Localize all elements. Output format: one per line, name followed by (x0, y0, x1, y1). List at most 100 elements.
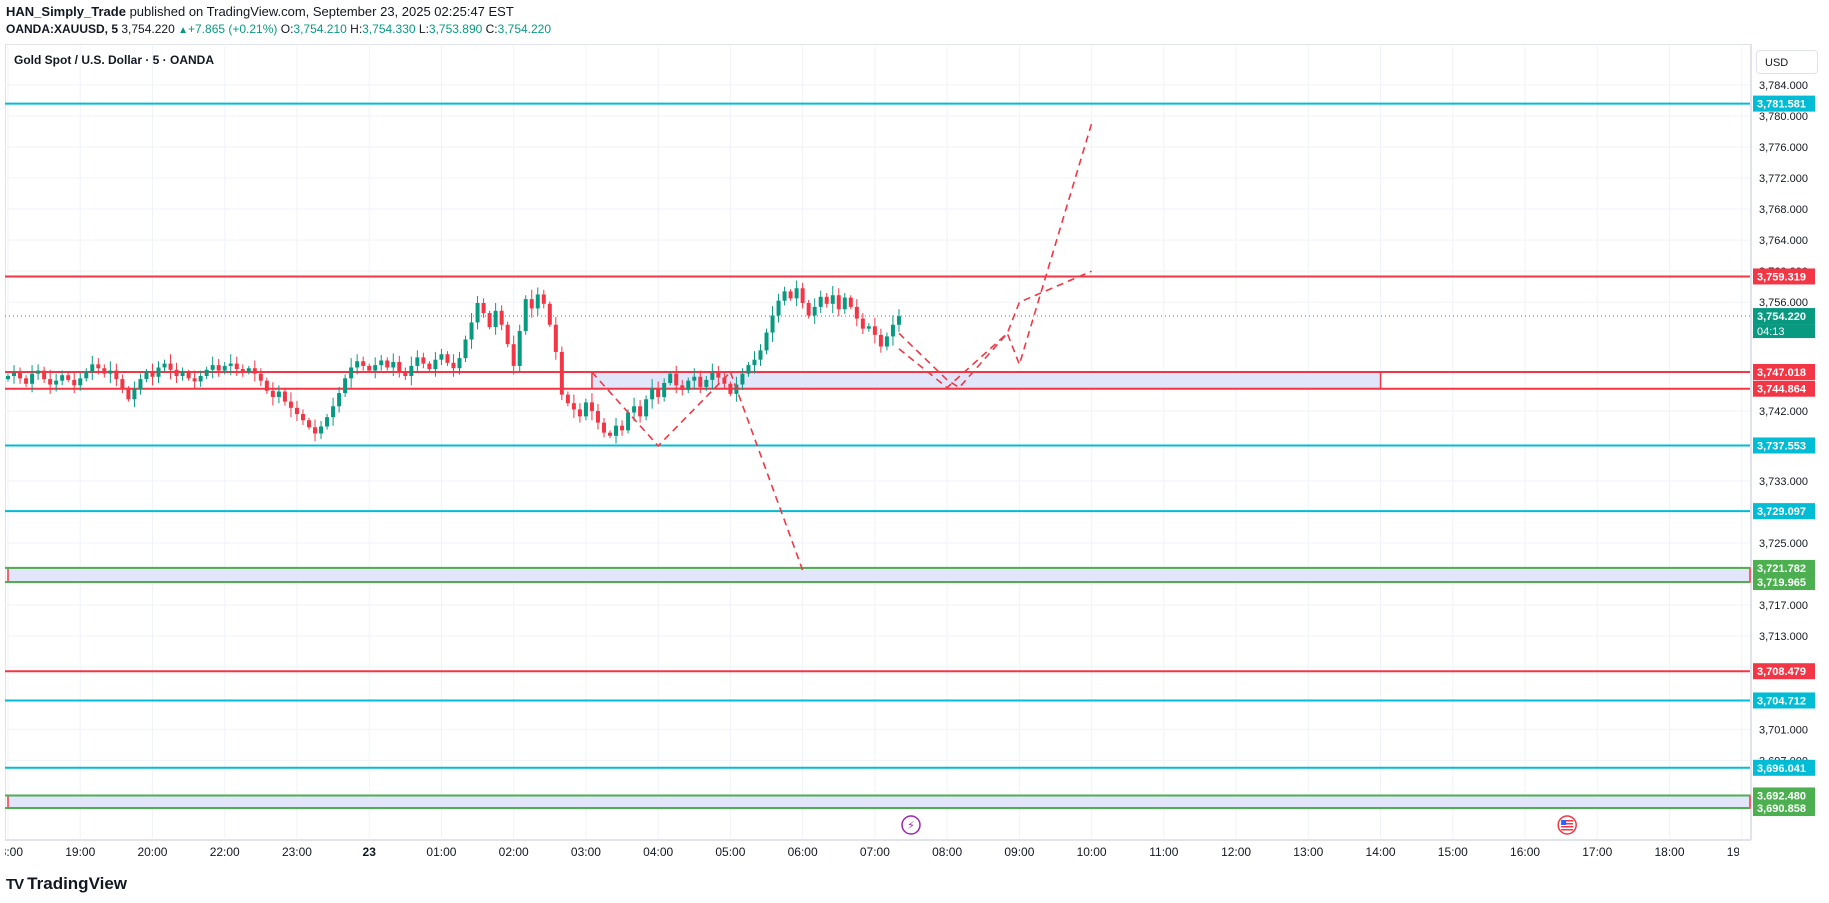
y-tick-label: 3,776.000 (1759, 142, 1808, 154)
candle-body (186, 372, 191, 379)
y-tick-label: 3,772.000 (1759, 173, 1808, 185)
flag-stripe (1561, 823, 1574, 825)
x-tick-label: 08:00 (932, 845, 962, 859)
flag-canton (1561, 820, 1567, 825)
candle-body (114, 370, 119, 380)
candle-body (120, 379, 125, 389)
candle-body (601, 422, 606, 433)
y-tick-label: 3,742.000 (1759, 406, 1808, 418)
candle-body (252, 368, 257, 374)
candle-body (620, 425, 625, 431)
candle-body (656, 388, 661, 397)
candle-body (559, 351, 564, 395)
candle-body (517, 330, 522, 366)
flag-stripe (1561, 820, 1574, 822)
candle-body (307, 420, 311, 428)
candle-body (626, 412, 631, 431)
candle-body (162, 363, 167, 368)
candle-body (457, 358, 462, 369)
symbol-name[interactable]: OANDA:XAUUSD, 5 (6, 22, 119, 36)
candle-body (644, 399, 649, 417)
price-labels: 3,781.581 3,759.319 3,754.220 04:13 3,747.01… (1753, 95, 1815, 817)
x-tick-label: 05:00 (715, 845, 745, 859)
price-label: 3,759.319 (1757, 271, 1806, 283)
candle-body (282, 391, 287, 402)
candle-body (174, 369, 179, 376)
price-label-bg (1753, 559, 1815, 576)
candle-body (42, 370, 47, 380)
price-label: 3,754.220 (1757, 311, 1806, 323)
up-arrow-icon: ▲ (178, 25, 188, 36)
candle-body (451, 362, 456, 369)
currency-button[interactable]: USD (1756, 50, 1818, 74)
price-label: 3,692.480 (1757, 790, 1806, 802)
candle-body (890, 324, 895, 337)
candle-body (680, 385, 685, 390)
candle-body (788, 291, 793, 299)
candle-body (608, 432, 612, 436)
projection-path (898, 123, 1093, 389)
projection-path (729, 371, 804, 571)
x-tick-label: 07:00 (860, 845, 890, 859)
candle-body (397, 362, 402, 372)
candle-body (421, 357, 426, 364)
price-label-bg (1753, 787, 1815, 804)
close-label: C: (485, 22, 498, 36)
zone-box (591, 371, 1382, 390)
candle-body (710, 372, 715, 380)
price-label: 3,729.097 (1757, 506, 1806, 518)
x-tick-label: 01:00 (426, 845, 456, 859)
candle-body (758, 350, 763, 360)
author-name[interactable]: HAN_Simply_Trade (6, 4, 126, 19)
candle-body (108, 370, 113, 374)
candle-body (860, 318, 865, 329)
price-label-bg (1753, 503, 1815, 520)
candle-body (854, 306, 859, 319)
candle-body (475, 303, 480, 323)
candle-body (240, 369, 245, 373)
candle-body (571, 403, 576, 410)
y-tick-label: 3,768.000 (1759, 204, 1808, 216)
tradingview-logo-icon: TV (6, 875, 24, 893)
candle-body (638, 406, 643, 417)
x-tick-label: 03:00 (571, 845, 601, 859)
candle-body (258, 373, 263, 381)
candle-body (391, 362, 396, 368)
event-circle (901, 815, 921, 835)
y-tick-label: 3,717.000 (1759, 600, 1808, 612)
axis-mask-right (1739, 842, 1829, 862)
candle-body (632, 406, 637, 413)
event-circle (1557, 815, 1577, 835)
last-price: 3,754.220 (121, 22, 175, 36)
candle-body (884, 336, 889, 347)
y-tick-label: 3,701.000 (1759, 724, 1808, 736)
x-tick-label: 15:00 (1438, 845, 1468, 859)
candle-body (270, 390, 275, 397)
low-label: L: (418, 22, 429, 36)
countdown-label: 04:13 (1757, 326, 1785, 338)
candle-body (704, 379, 709, 387)
lightning-icon: ⚡ (901, 815, 921, 835)
candle-body (716, 372, 721, 378)
y-tick-label: 3,725.000 (1759, 538, 1808, 550)
candle-body (505, 324, 510, 345)
candle-body (511, 344, 516, 366)
candle-body (349, 367, 354, 379)
candle-body (361, 361, 366, 366)
candle-body (300, 414, 305, 421)
candle-body (30, 373, 35, 384)
candle-body (132, 389, 137, 400)
candle-body (800, 288, 805, 304)
price-label: 3,704.712 (1757, 695, 1806, 707)
candle-body (102, 368, 107, 374)
x-tick-label: 19:00 (65, 845, 95, 859)
candle-body (409, 365, 414, 376)
candle-body (150, 372, 155, 377)
candle-body (415, 357, 420, 366)
brand-logo[interactable]: TV TradingView (6, 874, 127, 894)
price-label-bg (1753, 268, 1815, 285)
candle-body (686, 380, 691, 390)
candle-body (198, 376, 203, 382)
candle-body (90, 364, 95, 372)
